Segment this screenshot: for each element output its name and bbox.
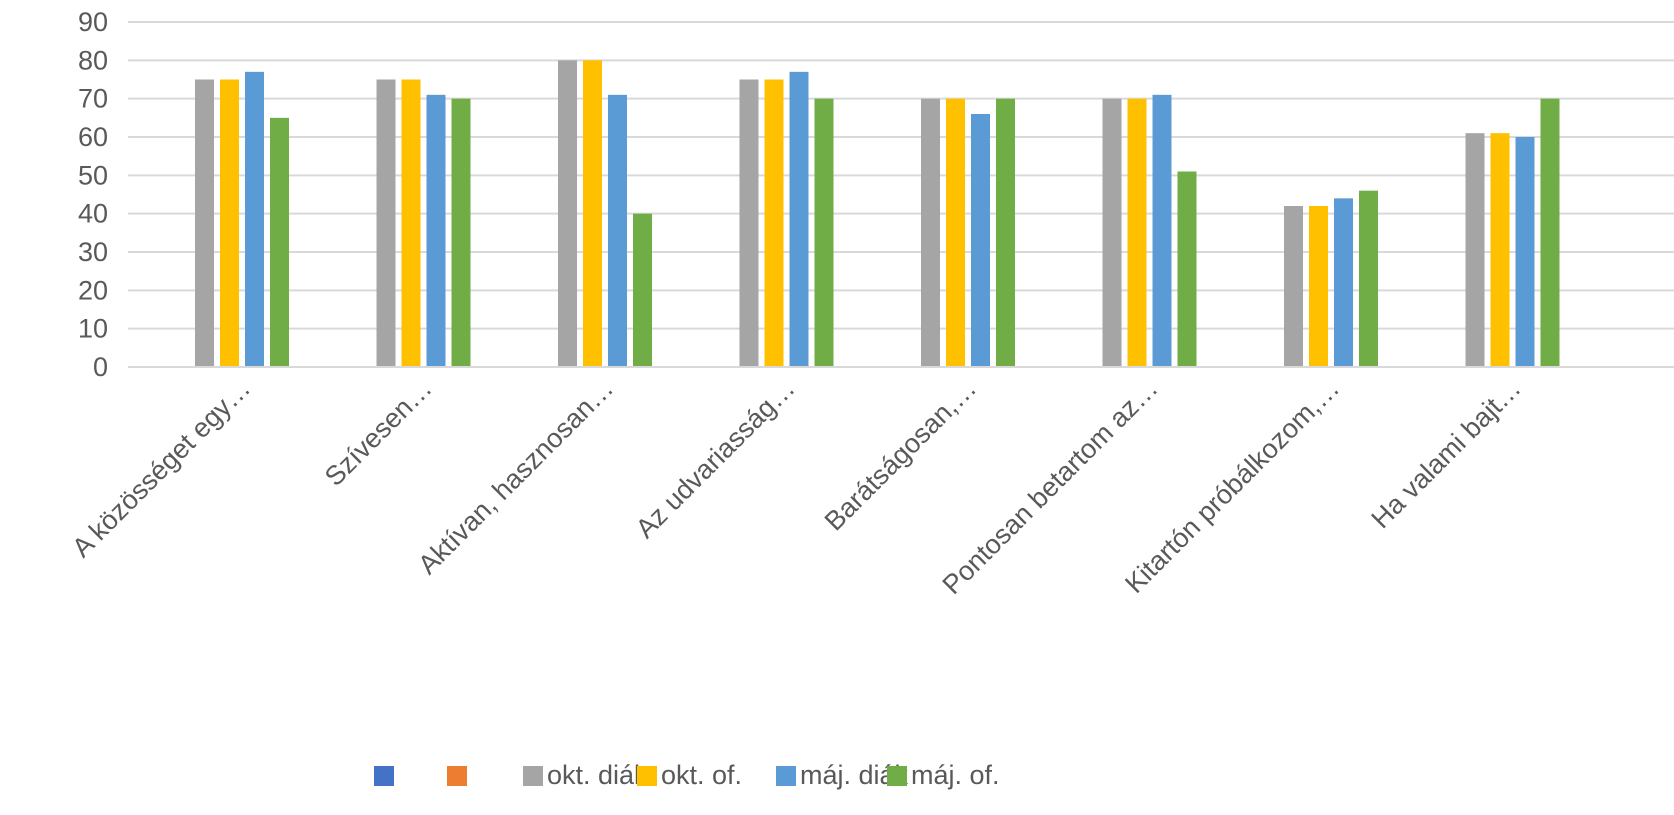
gridlines bbox=[128, 21, 1674, 330]
y-tick-label: 40 bbox=[78, 199, 108, 229]
category-label: Szívesen… bbox=[319, 373, 438, 492]
category-label: Aktívan, hasznosan… bbox=[412, 373, 619, 580]
bar-2-1 bbox=[220, 79, 239, 367]
category-labels: A közösséget egy… Szívesen…Aktívan, haszn… bbox=[66, 373, 1526, 600]
bar-1-5 bbox=[921, 98, 940, 368]
bar-1-2 bbox=[376, 79, 396, 367]
legend-swatch-2 bbox=[637, 766, 657, 786]
y-tick-label: 60 bbox=[78, 122, 108, 152]
bar-1-4 bbox=[739, 79, 759, 367]
bar-3-2 bbox=[426, 94, 446, 367]
bar-1-8 bbox=[1465, 133, 1485, 367]
bar-4-8 bbox=[1540, 98, 1560, 368]
bar-2-7 bbox=[1309, 206, 1328, 367]
y-tick-label: 90 bbox=[78, 7, 108, 37]
category-label: Barátságosan,… bbox=[819, 373, 982, 536]
bar-3-8 bbox=[1515, 137, 1535, 367]
legend-swatch-4 bbox=[887, 766, 907, 786]
legend: okt. diák okt. of. máj. diák máj. of. bbox=[374, 760, 1000, 790]
bar-1-6 bbox=[1102, 98, 1122, 368]
category-label: Kitartón próbálkozom,… bbox=[1119, 373, 1345, 599]
bar-1-3 bbox=[558, 60, 577, 367]
bar-2-2 bbox=[401, 79, 421, 367]
legend-label-1: okt. diák bbox=[547, 760, 648, 790]
bar-2-3 bbox=[583, 60, 602, 367]
legend-swatch-blank-2 bbox=[447, 766, 467, 786]
bars bbox=[195, 60, 1560, 368]
y-tick-label: 0 bbox=[93, 352, 108, 382]
bar-3-1 bbox=[245, 71, 264, 367]
category-label: Az udvariasság… bbox=[630, 373, 801, 544]
y-tick-label: 70 bbox=[78, 84, 108, 114]
y-axis-tick-labels: 0 10 20 30 40 50 60 70 80 90 bbox=[78, 7, 108, 382]
y-tick-label: 10 bbox=[78, 314, 108, 344]
bar-4-1 bbox=[270, 117, 289, 367]
bar-4-7 bbox=[1359, 190, 1378, 367]
bar-2-6 bbox=[1127, 98, 1147, 368]
bar-2-8 bbox=[1490, 133, 1510, 367]
bar-3-4 bbox=[789, 71, 809, 367]
category-label: A közösséget egy… bbox=[66, 373, 256, 563]
legend-label-2: okt. of. bbox=[661, 760, 742, 790]
bar-4-4 bbox=[814, 98, 834, 368]
bar-4-6 bbox=[1177, 171, 1197, 367]
legend-swatch-blank-1 bbox=[374, 766, 394, 786]
category-label: Ha valami bajt… bbox=[1365, 373, 1526, 534]
bar-3-3 bbox=[608, 94, 627, 367]
bar-3-6 bbox=[1152, 94, 1172, 367]
bar-1-1 bbox=[195, 79, 214, 367]
bar-3-7 bbox=[1334, 198, 1353, 367]
y-tick-label: 80 bbox=[78, 45, 108, 75]
y-tick-label: 20 bbox=[78, 275, 108, 305]
bar-2-4 bbox=[764, 79, 784, 367]
y-tick-label: 30 bbox=[78, 237, 108, 267]
bar-3-5 bbox=[971, 114, 990, 367]
legend-swatch-1 bbox=[523, 766, 543, 786]
legend-label-4: máj. of. bbox=[911, 760, 1000, 790]
y-tick-label: 50 bbox=[78, 160, 108, 190]
legend-swatch-3 bbox=[776, 766, 796, 786]
bar-4-5 bbox=[996, 98, 1015, 368]
bar-1-7 bbox=[1284, 206, 1303, 367]
bar-4-2 bbox=[451, 98, 471, 368]
bar-2-5 bbox=[946, 98, 965, 368]
bar-4-3 bbox=[633, 213, 652, 367]
